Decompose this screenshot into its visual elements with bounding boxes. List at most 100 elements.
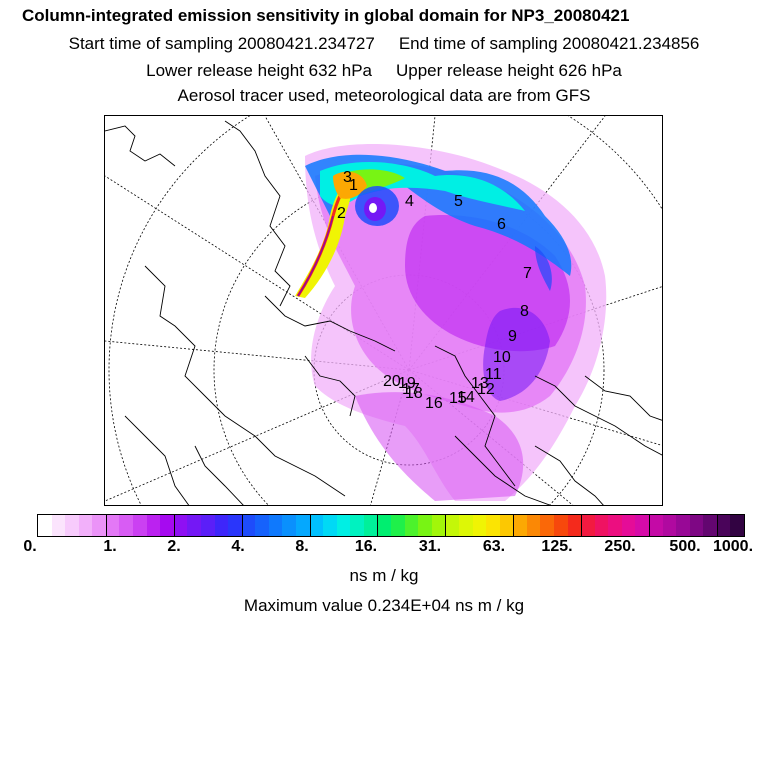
colorbar-divider [513,515,514,536]
traj-label-13: 13 [471,375,489,392]
end-time-label: End time of sampling 20080421.234856 [398,34,700,53]
sampling-times: Start time of sampling 20080421.234727 En… [0,34,768,54]
colorbar-tick-5: 16. [354,538,378,555]
map-canvas: 1 2 3 4 5 6 7 8 9 10 11 12 13 14 15 16 1… [105,116,662,505]
colorbar-divider [174,515,175,536]
colorbar-segment [635,515,650,536]
colorbar-segment [268,515,283,536]
traj-label-20: 20 [383,373,401,390]
colorbar-segment [309,515,324,536]
traj-label-6: 6 [497,216,506,233]
colorbar-segment [92,515,106,536]
traj-label-18: 18 [405,385,423,402]
coastlines [105,120,662,505]
sensitivity-map: 1 2 3 4 5 6 7 8 9 10 11 12 13 14 15 16 1… [104,115,663,506]
colorbar-segment [404,515,419,536]
colorbar-segment [282,515,296,536]
colorbar-divider [310,515,311,536]
colorbar-segment [649,515,663,536]
start-time-label: Start time of sampling 20080421.234727 [68,34,375,53]
colorbar-segment [133,515,147,536]
colorbar-segment [65,515,79,536]
colorbar-segment [594,515,609,536]
colorbar-segment [676,515,690,536]
colorbar-tick-0: 0. [23,538,37,555]
colorbar-segment [553,515,568,536]
traj-label-14: 14 [457,389,475,406]
colorbar-segment [621,515,636,536]
traj-label-17: 17 [402,381,420,398]
traj-label-7: 7 [523,265,532,282]
colorbar-divider [445,515,446,536]
colorbar-segment [540,515,554,536]
colorbar [37,514,745,537]
colorbar-segment [526,515,541,536]
colorbar-segment [499,515,514,536]
colorbar-segment [486,515,500,536]
colorbar-tick-6: 31. [418,538,442,555]
colorbar-segment [78,515,93,536]
traj-label-4: 4 [405,193,414,210]
colorbar-segment [730,515,745,536]
traj-label-3: 3 [343,169,352,186]
traj-label-11: 11 [485,366,502,383]
traj-label-8: 8 [520,303,529,320]
colorbar-segment [160,515,174,536]
colorbar-segment [608,515,622,536]
colorbar-tick-11: 1000. [712,538,754,555]
colorbar-segment [418,515,432,536]
colorbar-segment [350,515,364,536]
colorbar-divider [106,515,107,536]
colorbar-segment [228,515,242,536]
colorbar-segment [187,515,201,536]
colorbar-segment [241,515,256,536]
traj-label-1: 1 [349,177,358,194]
colorbar-divider [581,515,582,536]
traj-label-5: 5 [454,193,463,210]
colorbar-segment [377,515,392,536]
maximum-value: Maximum value 0.234E+04 ns m / kg [243,596,525,615]
trajectory-labels: 1 2 3 4 5 6 7 8 9 10 11 12 13 14 15 16 1… [337,169,532,412]
colorbar-ticks: 0. 1. 2. 4. 8. 16. 31. 63. 125. 250. 500… [0,538,768,558]
colorbar-segment [431,515,446,536]
colorbar-segment [567,515,582,536]
colorbar-units: ns m / kg [349,566,419,585]
colorbar-segment [255,515,269,536]
colorbar-segment [336,515,351,536]
traj-label-10: 10 [493,349,511,366]
colorbar-tick-4: 8. [295,538,309,555]
colorbar-segment [581,515,595,536]
colorbar-segment [200,515,215,536]
colorbar-segment [391,515,405,536]
traj-label-19: 19 [398,375,416,392]
colorbar-tick-2: 2. [167,538,181,555]
colorbar-divider [649,515,650,536]
colorbar-segment [146,515,161,536]
colorbar-segment [214,515,229,536]
traj-label-9: 9 [508,328,517,345]
colorbar-segment [363,515,378,536]
lower-release-label: Lower release height 632 hPa [146,61,372,80]
colorbar-segment [662,515,677,536]
colorbar-segment [105,515,120,536]
colorbar-segment [716,515,731,536]
colorbar-tick-1: 1. [103,538,117,555]
colorbar-segment [323,515,337,536]
colorbar-divider [377,515,378,536]
colorbar-segment [119,515,134,536]
colorbar-segment [458,515,473,536]
colorbar-segment [703,515,717,536]
traj-label-2: 2 [337,205,346,222]
colorbar-tick-8: 125. [541,538,573,555]
upper-release-label: Upper release height 626 hPa [396,61,622,80]
colorbar-tick-9: 250. [604,538,636,555]
colorbar-segment [51,515,66,536]
release-heights: Lower release height 632 hPa Upper releas… [0,61,768,81]
colorbar-divider [717,515,718,536]
tracer-info: Aerosol tracer used, meteorological data… [177,86,591,105]
colorbar-segment [513,515,527,536]
colorbar-segment [38,515,52,536]
traj-label-15: 15 [449,390,467,407]
traj-label-16: 16 [425,395,443,412]
colorbar-segment [173,515,188,536]
